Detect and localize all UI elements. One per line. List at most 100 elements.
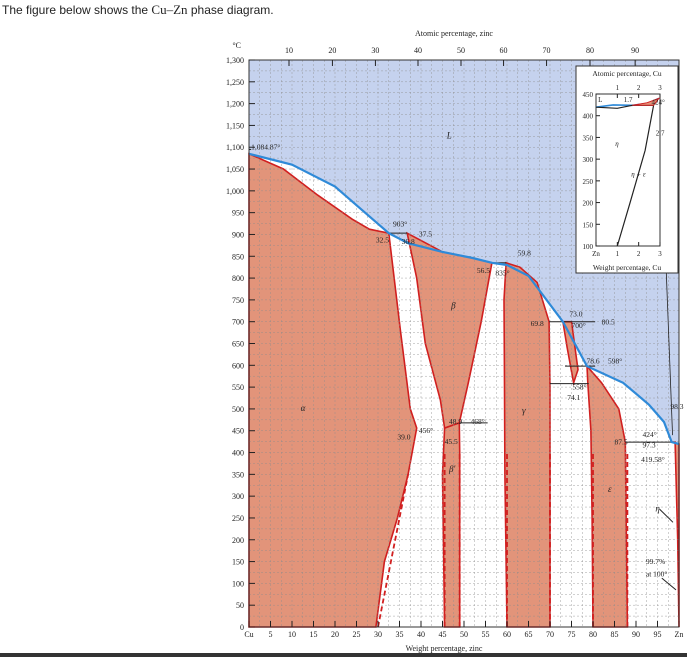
- annotation-label: 69.8: [531, 319, 544, 328]
- y-tick-label: 1,150: [226, 121, 244, 130]
- annotation-label: 56.5: [477, 266, 490, 275]
- annotation-label: 45.5: [445, 437, 458, 446]
- x-tick-label: 90: [632, 630, 640, 639]
- x-tick-label: 60: [503, 630, 511, 639]
- annotation-label: 37.5: [419, 230, 432, 239]
- annotation-label: 558°: [572, 382, 586, 391]
- annotation-label: 87.5: [615, 438, 628, 447]
- inset-y-tick-label: 400: [583, 113, 594, 121]
- top-tick-label: 60: [500, 46, 508, 55]
- inset-annotation-label: L: [598, 96, 602, 104]
- inset-top-tick-label: 2: [637, 84, 641, 92]
- annotation-label: 73.0: [569, 309, 582, 318]
- y-tick-label: 650: [232, 340, 244, 349]
- inset-y-tick-label: 300: [583, 156, 594, 164]
- top-tick-label: 30: [371, 46, 379, 55]
- inset-x-tick-label: 1: [616, 250, 620, 258]
- intro-formula: Cu–Zn: [151, 2, 188, 17]
- annotation-label: 97.3: [642, 440, 655, 449]
- y-tick-label: 1,050: [226, 165, 244, 174]
- inset-annotation-label: η: [615, 140, 619, 148]
- y-tick-label: 100: [232, 579, 244, 588]
- x-tick-label: 70: [546, 630, 554, 639]
- y-tick-label: 1,100: [226, 143, 244, 152]
- y-tick-label: 250: [232, 514, 244, 523]
- annotation-label: β′: [448, 464, 456, 474]
- x-tick-label: 55: [482, 630, 490, 639]
- inset-x-tick-label: 3: [658, 250, 662, 258]
- inset-annotation-label: 424°: [651, 98, 665, 106]
- annotation-label: 456°: [419, 426, 433, 435]
- x-tick-label: 45: [439, 630, 447, 639]
- x-tick-label: 25: [353, 630, 361, 639]
- intro-suffix: phase diagram.: [187, 3, 274, 17]
- inset-y-tick-label: 200: [583, 200, 594, 208]
- x-tick-label: 15: [310, 630, 318, 639]
- inset-y-tick-label: 450: [583, 91, 594, 99]
- y-tick-label: 450: [232, 427, 244, 436]
- top-tick-label: 10: [285, 46, 293, 55]
- x-tick-label: 75: [568, 630, 576, 639]
- inset-plot-border: [595, 93, 661, 247]
- annotation-label: 98.3: [670, 402, 683, 411]
- annotation-label: ε: [608, 484, 612, 494]
- question-text: The figure below shows the Cu–Zn phase d…: [2, 2, 274, 18]
- y-tick-label: 350: [232, 470, 244, 479]
- inset-top-tick-label: 3: [658, 84, 662, 92]
- annotation-label: 36.8: [402, 237, 415, 246]
- y-tick-label: 0: [240, 623, 244, 632]
- annotation-label: 39.0: [397, 432, 410, 441]
- x-tick-label: 5: [269, 630, 273, 639]
- top-tick-label: 70: [543, 46, 551, 55]
- y-tick-label: 850: [232, 252, 244, 261]
- annotation-label: L: [446, 131, 452, 141]
- annotation-label: 32.5: [376, 235, 389, 244]
- y-tick-label: 1,300: [226, 56, 244, 65]
- top-tick-label: 50: [457, 46, 465, 55]
- dashed-phase-boundary: [377, 474, 409, 628]
- inset-annotation-label: 1.7: [624, 96, 633, 104]
- annotation-label: 80.5: [602, 317, 615, 326]
- annotation-label: γ: [522, 405, 526, 415]
- inset-annotation-label: η + ε: [631, 171, 646, 179]
- y-tick-label: 800: [232, 274, 244, 283]
- annotation-label: 74.1: [567, 393, 580, 402]
- inset-top-tick-label: 1: [616, 84, 620, 92]
- inset-epsilon-region: [632, 97, 661, 106]
- inset-y-tick-label: 350: [583, 134, 594, 142]
- eta-leader-line: [659, 508, 674, 523]
- top-tick-label: 40: [414, 46, 422, 55]
- annotation-label: 835°: [495, 268, 509, 277]
- y-tick-label: 50: [236, 601, 244, 610]
- phase-region-α: [248, 152, 418, 628]
- intro-prefix: The figure below shows the: [2, 3, 152, 17]
- inset-title: Atomic percentage, Cu: [592, 69, 662, 78]
- x-tick-label: 35: [396, 630, 404, 639]
- annotation-label: 598°: [608, 357, 622, 366]
- inset-box: [575, 65, 679, 274]
- inset-y-tick-label: 250: [583, 178, 594, 186]
- annotation-label: 1,084.87°: [251, 142, 280, 151]
- annotation-label: 903°: [393, 220, 407, 229]
- inset-solvus: [616, 105, 655, 247]
- x-tick-label: 40: [417, 630, 425, 639]
- annotation-label: η: [655, 503, 660, 513]
- y-tick-label: 200: [232, 536, 244, 545]
- annotation-label: 78.6: [587, 357, 600, 366]
- x-tick-label: 80: [589, 630, 597, 639]
- y-tick-label: 700: [232, 318, 244, 327]
- y-tick-label: 900: [232, 230, 244, 239]
- top-tick-label: 90: [631, 46, 639, 55]
- top-axis-label: Atomic percentage, zinc: [415, 29, 493, 38]
- y-tick-label: 950: [232, 209, 244, 218]
- bottom-divider: [0, 653, 687, 657]
- y-tick-label: 1,000: [226, 187, 244, 196]
- top-tick-label: 80: [586, 46, 594, 55]
- phase-region-β′: [441, 421, 461, 628]
- annotation-label: 424°: [642, 430, 656, 439]
- annotation-label: β: [450, 301, 456, 311]
- annotation-label: α: [301, 403, 306, 413]
- y-tick-label: 1,250: [226, 78, 244, 87]
- x-tick-label: Zn: [675, 630, 684, 639]
- inset-x-tick-label: Zn: [592, 250, 600, 258]
